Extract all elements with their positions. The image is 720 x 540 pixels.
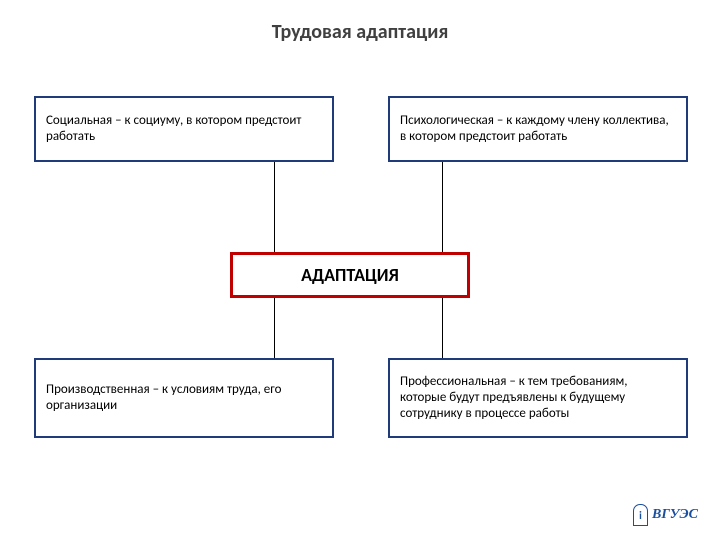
box-bottom-left: Производственная – к условиям труда, его…: [34, 358, 334, 438]
connector-tr: [442, 162, 443, 252]
connector-bl: [274, 298, 275, 358]
box-top-left: Социальная – к социуму, в котором предст…: [34, 96, 334, 162]
center-label: АДАПТАЦИЯ: [301, 264, 399, 286]
box-top-right: Психологическая – к каждому члену коллек…: [388, 96, 688, 162]
connector-br: [442, 298, 443, 358]
box-bottom-right: Профессиональная – к тем требованиям, ко…: [388, 358, 688, 438]
logo: i ВГУЭС: [633, 504, 698, 526]
box-top-right-text: Психологическая – к каждому члену коллек…: [400, 113, 676, 146]
center-box: АДАПТАЦИЯ: [230, 252, 470, 298]
box-bottom-right-text: Профессиональная – к тем требованиям, ко…: [400, 374, 676, 423]
page-title: Трудовая адаптация: [0, 20, 720, 44]
box-bottom-left-text: Производственная – к условиям труда, его…: [46, 382, 322, 415]
logo-icon: i: [633, 504, 648, 526]
box-top-left-text: Социальная – к социуму, в котором предст…: [46, 113, 322, 146]
logo-text: ВГУЭС: [652, 507, 698, 523]
connector-tl: [274, 162, 275, 252]
